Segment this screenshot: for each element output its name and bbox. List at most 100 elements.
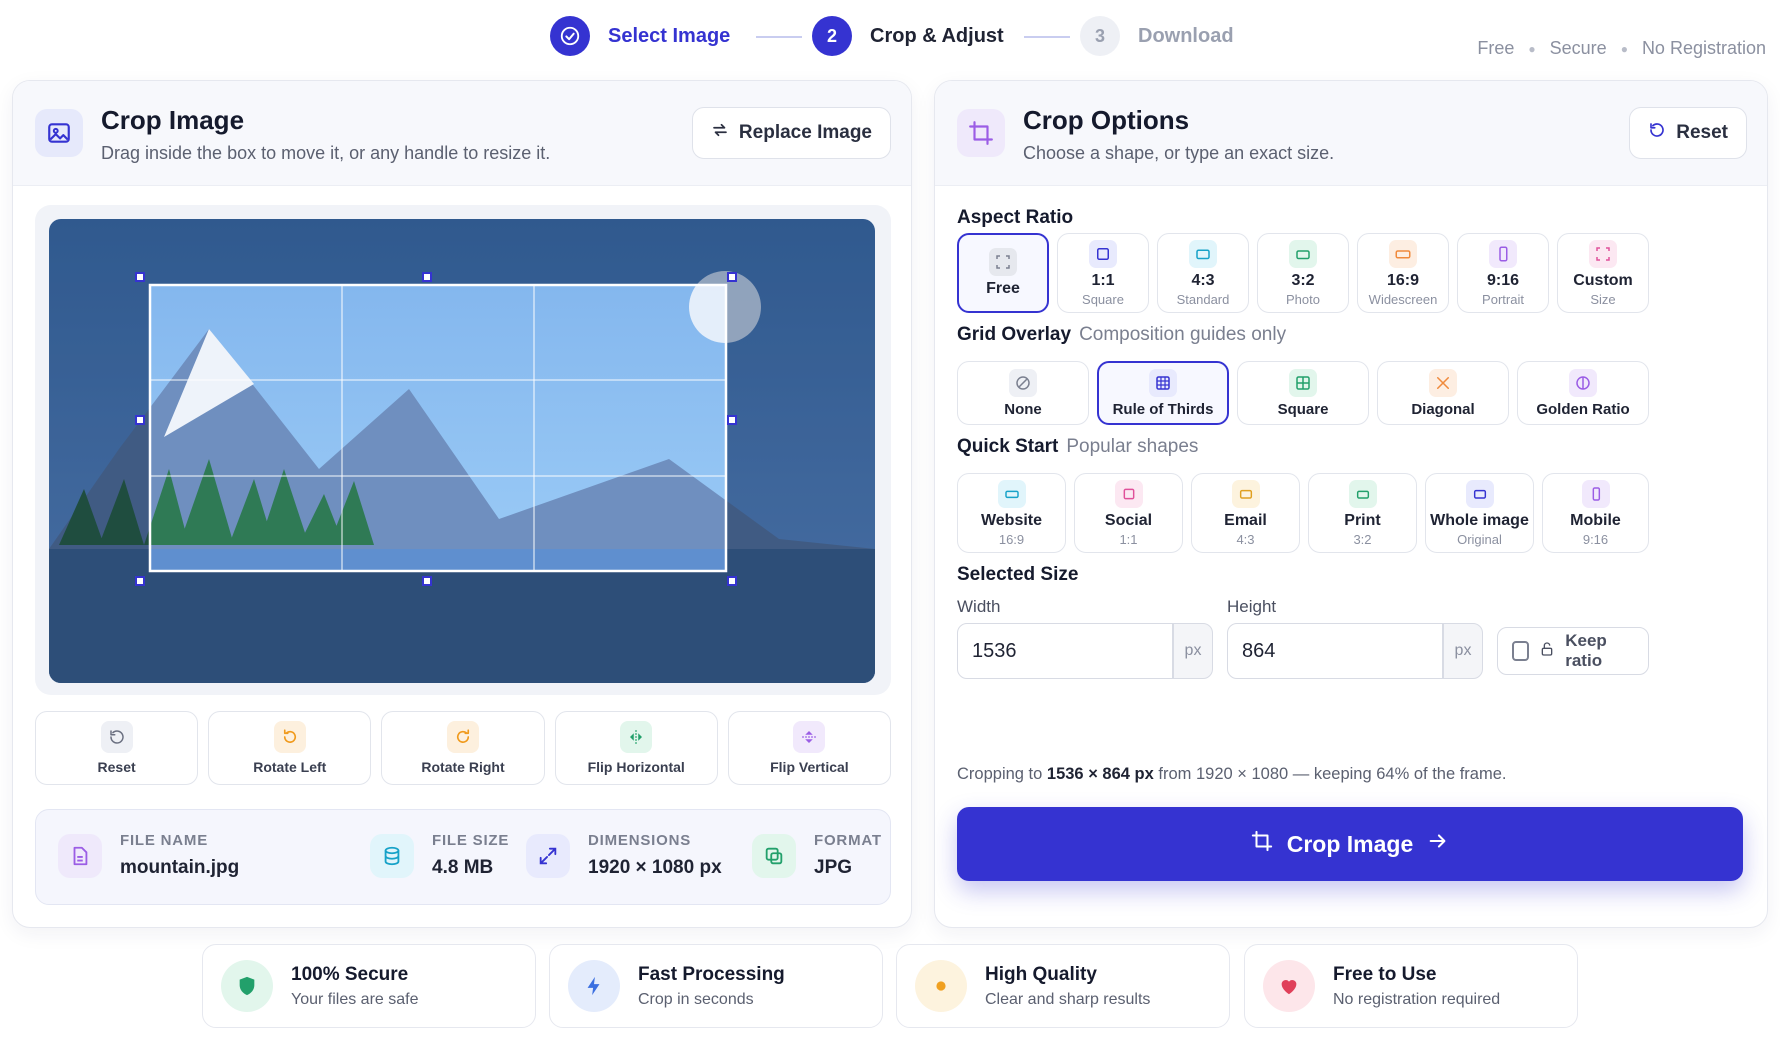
website-icon (997, 479, 1026, 508)
aspect-option-3-2[interactable]: 3:2 Photo (1257, 233, 1349, 313)
arrow-right-icon (1427, 830, 1449, 858)
height-unit: px (1443, 623, 1483, 679)
summary-post: from 1920 × 1080 — keeping 64% of the fr… (1158, 765, 1507, 783)
width-label: Width (957, 597, 1001, 616)
flip-vertical-button[interactable]: Flip Vertical (727, 711, 892, 785)
quick-option-print[interactable]: Print 3:2 (1308, 473, 1417, 553)
crop-handle-nw[interactable] (135, 272, 145, 282)
step-connector (756, 36, 802, 38)
crop-handle-ne[interactable] (727, 272, 737, 282)
step-select-image[interactable]: Select Image (550, 14, 730, 58)
rotate-left-button[interactable]: Rotate Left (208, 711, 372, 785)
grid-overlay-title: Grid Overlay (957, 324, 1072, 345)
format-key: FORMAT (814, 832, 882, 849)
lightning-icon (568, 960, 620, 1012)
option-label: 16:9 (1386, 271, 1420, 289)
crop-handle-n[interactable] (422, 272, 432, 282)
feature-fast: Fast Processing Crop in seconds (549, 944, 883, 1028)
crop-handle-se[interactable] (727, 576, 737, 586)
image-icon (35, 109, 83, 157)
dot-icon (915, 960, 967, 1012)
grid-option-none[interactable]: None (957, 361, 1089, 425)
keep-ratio-label: Keep ratio (1565, 631, 1607, 670)
option-label: 3:2 (1291, 271, 1315, 289)
tool-label: Rotate Left (253, 759, 327, 775)
keep-ratio-toggle[interactable]: Keep ratio (1497, 627, 1649, 675)
step-number: 3 (1080, 16, 1120, 56)
diagonal-icon (1429, 368, 1457, 397)
crop-handle-w[interactable] (135, 415, 145, 425)
portrait-icon (1489, 239, 1517, 268)
feature-title: Fast Processing (638, 963, 785, 985)
grid-option-rule-of-thirds[interactable]: Rule of Thirds (1097, 361, 1229, 425)
option-label: 9:16 (1486, 271, 1520, 289)
step-number: 2 (812, 16, 852, 56)
whole-image-icon (1465, 479, 1494, 508)
aspect-option-9-16[interactable]: 9:16 Portrait (1457, 233, 1549, 313)
check-icon (550, 16, 590, 56)
feature-sub: Your files are safe (291, 990, 419, 1008)
step-crop-adjust[interactable]: 2 Crop & Adjust (812, 14, 1004, 58)
meta-secure: Secure (1549, 38, 1607, 58)
none-icon (1009, 368, 1037, 397)
quick-option-social[interactable]: Social 1:1 (1074, 473, 1183, 553)
square-grid-icon (1289, 368, 1317, 397)
option-label: 1:1 (1091, 271, 1115, 289)
option-sub: Photo (1286, 291, 1320, 307)
quick-option-whole-image[interactable]: Whole image Original (1425, 473, 1534, 553)
width-unit: px (1173, 623, 1213, 679)
grid-overlay-heading: Grid Overlay Composition guides only (957, 324, 1286, 346)
option-label: Square (1277, 400, 1329, 418)
crop-image-panel: Crop Image Drag inside the box to move i… (12, 80, 912, 928)
replace-image-button[interactable]: Replace Image (691, 107, 891, 159)
aspect-option-1-1[interactable]: 1:1 Square (1057, 233, 1149, 313)
option-sub: Standard (1176, 291, 1230, 307)
crop-summary: Cropping to 1536 × 864 px from 1920 × 10… (957, 765, 1506, 784)
grid-option-diagonal[interactable]: Diagonal (1377, 361, 1509, 425)
option-sub: Original (1457, 531, 1502, 547)
crop-canvas (35, 205, 891, 695)
summary-pre: Cropping to (957, 765, 1043, 783)
width-input[interactable]: 1536 (957, 623, 1173, 679)
tool-label: Rotate Right (421, 759, 505, 775)
crop-frame (148, 283, 728, 573)
panel-header: Crop Options Choose a shape, or type an … (935, 81, 1767, 186)
option-sub: 9:16 (1582, 531, 1609, 547)
quick-option-mobile[interactable]: Mobile 9:16 (1542, 473, 1649, 553)
option-sub: 1:1 (1119, 531, 1138, 547)
grid-option-golden-ratio[interactable]: Golden Ratio (1517, 361, 1649, 425)
option-sub: Portrait (1482, 291, 1524, 307)
keep-ratio-checkbox[interactable] (1512, 641, 1530, 661)
crop-handle-e[interactable] (727, 415, 737, 425)
crop-options-panel: Crop Options Choose a shape, or type an … (934, 80, 1768, 928)
rotate-right-button[interactable]: Rotate Right (381, 711, 545, 785)
crop-image-button[interactable]: Crop Image (957, 807, 1743, 881)
reset-button[interactable]: Reset (1629, 107, 1747, 159)
option-label: None (1004, 400, 1042, 418)
aspect-option-16-9[interactable]: 16:9 Widescreen (1357, 233, 1449, 313)
option-sub: Square (1082, 291, 1124, 307)
grid-option-square[interactable]: Square (1237, 361, 1369, 425)
option-sub: Size (1590, 291, 1616, 307)
reset-label: Reset (1676, 122, 1728, 143)
reset-tool-button[interactable]: Reset (35, 711, 199, 785)
aspect-option-4-3[interactable]: 4:3 Standard (1157, 233, 1249, 313)
aspect-option-custom[interactable]: Custom Size (1557, 233, 1649, 313)
step-connector (1024, 36, 1070, 38)
height-input[interactable]: 864 (1227, 623, 1443, 679)
option-sub: 3:2 (1353, 531, 1372, 547)
quick-option-email[interactable]: Email 4:3 (1191, 473, 1300, 553)
flip-horizontal-button[interactable]: Flip Horizontal (554, 711, 718, 785)
trust-meta: Free ● Secure ● No Registration (1477, 38, 1766, 58)
golden-ratio-icon (1569, 368, 1597, 397)
option-label: Mobile (1570, 511, 1621, 529)
aspect-option-free[interactable]: Free (957, 233, 1049, 313)
database-icon (370, 833, 414, 878)
option-label: Free (986, 280, 1020, 297)
quick-option-website[interactable]: Website 16:9 (957, 473, 1066, 553)
crop-handle-sw[interactable] (135, 576, 145, 586)
crop-handle-s[interactable] (422, 576, 432, 586)
option-sub: 16:9 (998, 531, 1025, 547)
custom-size-icon (1589, 239, 1617, 268)
step-download[interactable]: 3 Download (1080, 14, 1234, 58)
